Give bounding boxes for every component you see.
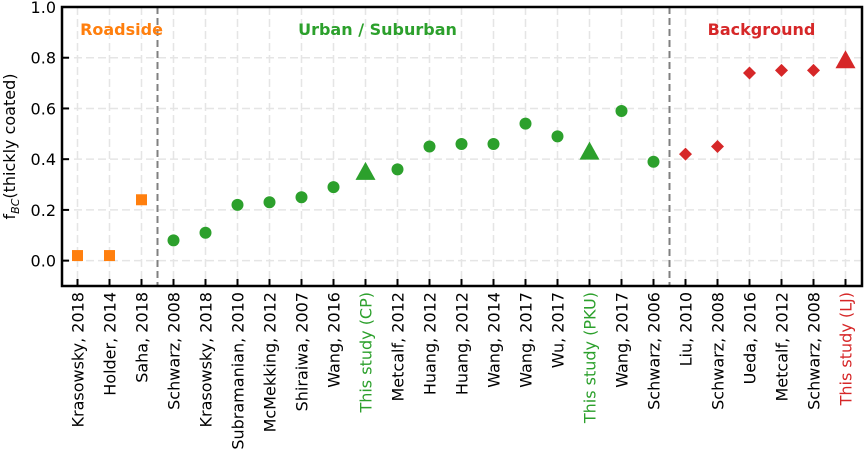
x-tick-label: Subramanian, 2010 — [229, 292, 248, 450]
region-label: Background — [708, 20, 816, 39]
x-tick-label: McMekking, 2012 — [261, 292, 280, 432]
x-tick-label: Shiraiwa, 2007 — [293, 292, 312, 411]
y-tick-label: 0.4 — [31, 150, 56, 169]
data-point-circle — [519, 117, 532, 130]
x-tick-label: Schwarz, 2008 — [165, 292, 184, 410]
region-label: Roadside — [80, 20, 163, 39]
data-point-circle — [295, 191, 308, 204]
x-tick-label: Huang, 2012 — [453, 292, 472, 395]
x-tick-label: Wu, 2017 — [549, 292, 568, 368]
x-tick-label: Holder, 2014 — [101, 292, 120, 396]
axis-layer: 0.0 0.2 0.4 0.6 0.8 1.0 — [31, 0, 864, 288]
data-point-circle — [231, 198, 244, 211]
data-point-circle — [551, 130, 564, 143]
x-tick-label: Schwarz, 2008 — [805, 292, 824, 410]
x-tick-label: Wang, 2017 — [613, 292, 632, 388]
x-tick-label: Saha, 2018 — [133, 292, 152, 383]
x-tick-label: Wang, 2016 — [325, 292, 344, 388]
data-point-diamond — [775, 63, 788, 77]
data-point-square — [136, 194, 147, 206]
data-point-diamond — [679, 147, 692, 161]
x-tick-label: Liu, 2010 — [677, 292, 696, 366]
y-tick-label: 0.6 — [31, 99, 56, 118]
y-tick-label: 0.0 — [31, 252, 56, 271]
data-point-circle — [615, 104, 628, 117]
x-tick-label: Metcalf, 2012 — [773, 292, 792, 402]
data-point-diamond — [743, 66, 756, 80]
y-axis-title-main: f — [0, 213, 19, 219]
data-point-square — [72, 250, 83, 262]
x-tick-label: Krasowsky, 2018 — [69, 292, 88, 427]
label-layer: Krasowsky, 2018 Holder, 2014 Saha, 2018 Sch… — [0, 20, 856, 450]
data-point-circle — [455, 137, 468, 150]
x-tick-label: Ueda, 2016 — [741, 292, 760, 384]
x-tick-label: Schwarz, 2006 — [645, 292, 664, 410]
y-axis-title-subscript: BC — [9, 198, 22, 214]
y-tick-label: 0.2 — [31, 201, 56, 220]
data-point-triangle — [579, 141, 600, 160]
x-tick-label: This study (LJ) — [837, 292, 856, 406]
data-point-diamond — [711, 140, 724, 153]
x-tick-label: Huang, 2012 — [421, 292, 440, 395]
marker-layer — [72, 50, 856, 262]
data-point-circle — [167, 234, 180, 247]
x-tick-label: Metcalf, 2012 — [389, 292, 408, 402]
data-point-circle — [647, 155, 660, 168]
y-axis-title: fBC(thickly coated) — [0, 74, 22, 220]
x-tick-label: Schwarz, 2008 — [709, 292, 728, 410]
x-tick-label: Wang, 2017 — [517, 292, 536, 388]
x-tick-label: This study (CP) — [357, 292, 376, 414]
data-point-circle — [199, 226, 212, 239]
data-point-circle — [327, 181, 340, 194]
data-point-circle — [487, 137, 500, 150]
y-axis-title-suffix: (thickly coated) — [0, 74, 19, 199]
data-point-square — [104, 250, 115, 262]
y-tick-label: 0.8 — [31, 49, 56, 68]
data-point-triangle — [835, 50, 856, 69]
data-point-circle — [423, 140, 436, 153]
data-point-circle — [263, 196, 276, 209]
divider-layer — [156, 7, 671, 286]
x-tick-label: Krasowsky, 2018 — [197, 292, 216, 427]
x-tick-label: Wang, 2014 — [485, 292, 504, 388]
data-point-triangle — [355, 161, 376, 180]
x-tick-label: This study (PKU) — [581, 292, 600, 424]
data-point-diamond — [807, 63, 820, 77]
y-tick-label: 1.0 — [31, 0, 56, 17]
data-point-circle — [391, 163, 404, 176]
region-label: Urban / Suburban — [298, 20, 457, 39]
